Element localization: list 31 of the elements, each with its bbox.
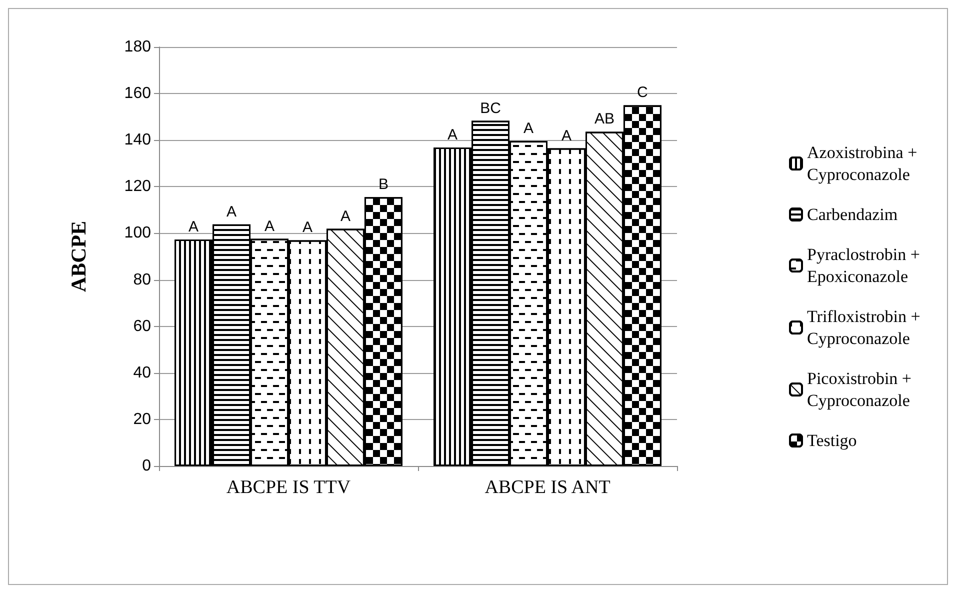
data-label: BC [480, 100, 502, 117]
legend-label: Picoxistrobin + Cyproconazole [807, 369, 916, 410]
y-tick-label: 80 [133, 271, 152, 288]
y-tick-label: 120 [124, 178, 152, 196]
x-tick-label: ABCPE IS ANT [484, 477, 611, 498]
legend-label: Testigo [807, 431, 857, 450]
data-label: A [340, 208, 350, 225]
data-label: B [378, 176, 388, 194]
legend-label: Pyraclostrobin + Epoxiconazole [807, 245, 924, 286]
data-label: C [637, 84, 648, 102]
y-tick-label: 100 [124, 224, 152, 242]
data-label: A [561, 127, 572, 144]
legend-label: Azoxistrobina + Cyproconazole [807, 143, 922, 184]
data-label: A [524, 120, 534, 138]
y-tick-label: 0 [142, 458, 152, 474]
y-tick-label: 160 [124, 85, 152, 102]
data-label: AB [594, 110, 614, 128]
legend-label: Trifloxistrobin + Cyproconazole [807, 307, 925, 348]
y-tick-label: 40 [133, 364, 152, 382]
y-tick-label: 60 [133, 318, 152, 335]
data-label: A [188, 218, 199, 236]
data-label: A [448, 126, 458, 144]
x-tick-label: ABCPE IS TTV [226, 477, 351, 498]
y-tick-label: 20 [133, 410, 152, 428]
y-tick-label: 140 [124, 132, 152, 149]
legend-label: Carbendazim [807, 205, 898, 224]
data-label: A [302, 219, 312, 236]
data-label: A [226, 203, 237, 220]
y-tick-label: 180 [124, 38, 152, 56]
data-label: A [264, 218, 275, 235]
y-axis-title: ABCPE [66, 220, 90, 292]
